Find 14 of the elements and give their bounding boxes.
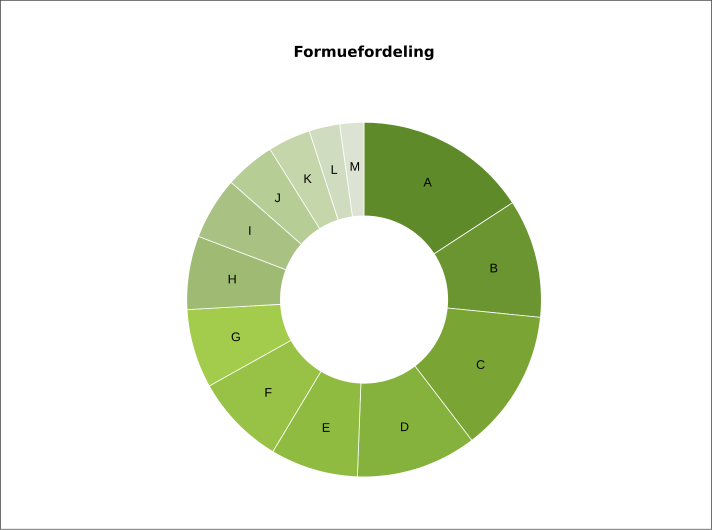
slice-label: D — [401, 422, 408, 432]
slice-label: H — [228, 274, 236, 284]
slice-label: C — [476, 360, 485, 370]
slice-label: A — [423, 178, 432, 187]
slice-label: E — [322, 423, 330, 432]
slice-label: G — [232, 332, 240, 342]
slice-label: B — [490, 264, 498, 272]
chart-title: Formuefordeling — [294, 46, 434, 60]
slice-label: L — [332, 165, 338, 174]
slice-label: K — [304, 174, 312, 184]
slice-label: I — [249, 226, 250, 236]
slice-label: M — [350, 162, 360, 171]
slice-label: J — [274, 194, 280, 202]
slice-label: F — [265, 388, 272, 397]
